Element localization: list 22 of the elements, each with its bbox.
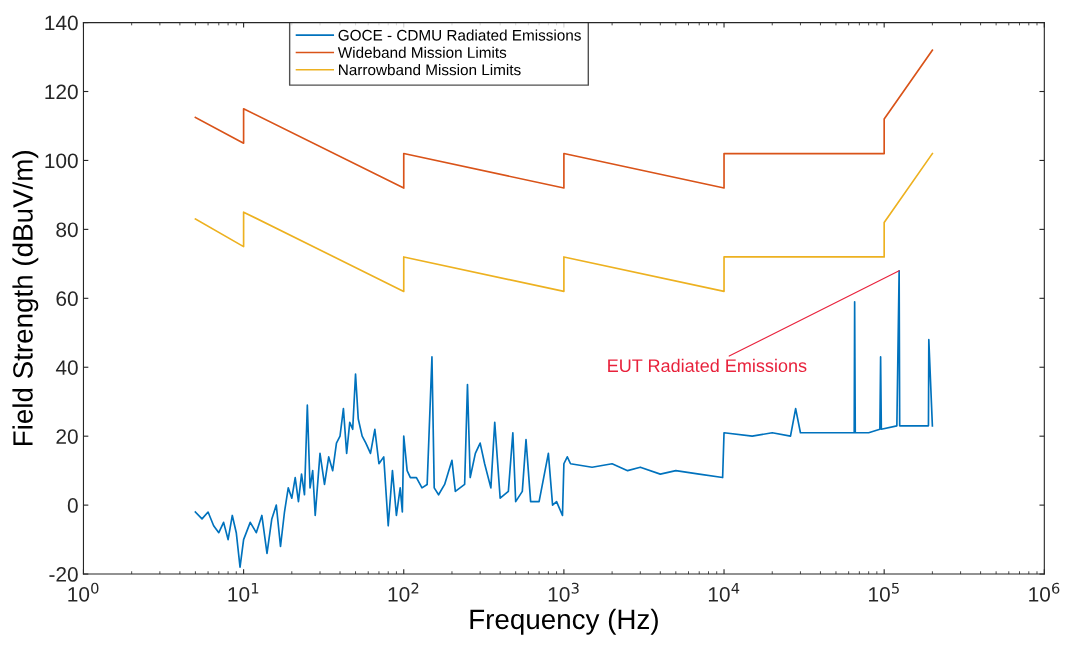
annotation: EUT Radiated Emissions [608, 358, 807, 373]
x-tick-label: 10$^{3}$ [548, 582, 579, 602]
y-tick-label: 140 [45, 15, 78, 31]
y-tick-label: -20 [49, 567, 78, 582]
x-axis-title: Frequency (Hz) [470, 608, 658, 635]
y-tick-label: 60 [56, 291, 78, 307]
legend-label: GOCE - CDMU Radiated Emissions [338, 29, 581, 41]
y-tick-label: 40 [55, 360, 78, 375]
x-tick-label: 10$^{0}$ [68, 582, 99, 602]
legend-label: Narrowband Mission Limits [339, 64, 521, 76]
x-tick-label: 10$^{4}$ [708, 582, 740, 602]
y-tick-label: 100 [45, 153, 78, 169]
y-tick-label: 80 [56, 222, 78, 238]
y-tick-label: 120 [45, 84, 78, 100]
y-tick-label: 0 [67, 498, 78, 513]
x-tick-label: 10$^{5}$ [869, 582, 899, 602]
y-tick-label: 20 [56, 429, 78, 444]
y-axis-title: Field Strength (dBuV/m) [12, 151, 39, 446]
legend-label: Wideband Mission Limits [337, 46, 507, 58]
x-tick-label: 10$^{2}$ [388, 582, 419, 602]
x-tick-label: 10$^{6}$ [1029, 582, 1060, 602]
x-tick-label: 10$^{1}$ [228, 582, 259, 602]
